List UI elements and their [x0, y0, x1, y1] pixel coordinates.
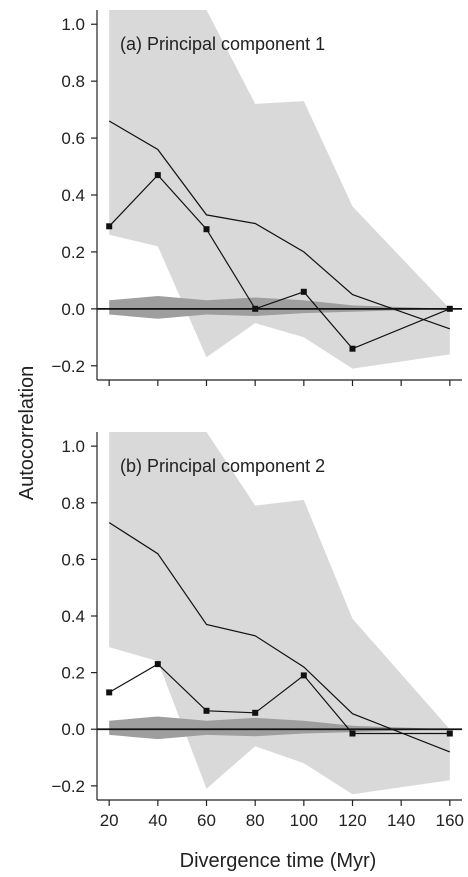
y-tick-label: 0.2: [61, 243, 85, 262]
y-tick-label: −0.2: [51, 357, 85, 376]
panel-title: (a) Principal component 1: [120, 34, 325, 54]
x-tick-label: 120: [338, 811, 366, 830]
data-point-marker: [349, 730, 356, 737]
y-tick-label: 0.2: [61, 664, 85, 683]
y-tick-label: 0.4: [61, 607, 85, 626]
data-point-marker: [106, 223, 113, 230]
panel-a: −0.2 0.0 0.2 0.4 0.6 0.8 1.0 (a) Principal comp…: [51, 10, 462, 386]
data-point-marker: [106, 689, 113, 696]
data-point-marker: [203, 226, 210, 233]
x-tick-label: 140: [387, 811, 415, 830]
data-point-marker: [446, 730, 453, 737]
y-tick-label: 0.4: [61, 186, 85, 205]
null-envelope-dark: [109, 716, 450, 740]
y-tick-label: 0.0: [61, 720, 85, 739]
y-tick-label: 0.8: [61, 494, 85, 513]
x-tick-label: 160: [436, 811, 464, 830]
y-tick-label: −0.2: [51, 777, 85, 796]
data-point-marker: [252, 709, 259, 716]
confidence-band-light: [109, 10, 450, 369]
x-tick-label: 20: [100, 811, 119, 830]
y-tick-label: 0.8: [61, 72, 85, 91]
y-tick-label: 1.0: [61, 15, 85, 34]
data-point-marker: [154, 172, 161, 179]
upper-estimate-line: [108, 120, 450, 330]
x-tick-label: 60: [197, 811, 216, 830]
confidence-band-light: [109, 432, 450, 795]
y-tick-label: 0.0: [61, 300, 85, 319]
y-axis-label: Autocorrelation: [16, 366, 38, 501]
y-tick-label: 0.6: [61, 129, 85, 148]
data-point-marker: [203, 707, 210, 714]
data-point-marker: [349, 345, 356, 352]
data-point-marker: [300, 288, 307, 295]
y-tick-label: 1.0: [61, 437, 85, 456]
null-envelope-dark: [109, 296, 450, 319]
data-point-marker: [252, 305, 259, 312]
panels: −0.2 0.0 0.2 0.4 0.6 0.8 1.0 (a) Principal comp…: [51, 10, 464, 830]
x-tick-label: 80: [246, 811, 265, 830]
data-point-marker: [154, 661, 161, 668]
x-axis-label: Divergence time (Myr): [180, 850, 377, 872]
x-tick-label: 40: [148, 811, 167, 830]
data-point-marker: [300, 672, 307, 679]
data-point-marker: [446, 305, 453, 312]
panel-title: (b) Principal component 2: [120, 456, 325, 476]
x-tick-label: 100: [290, 811, 318, 830]
panel-b: −0.2 0.0 0.2 0.4 0.6 0.8 1.0 20 40 60 80 100 120 140 1…: [51, 432, 464, 830]
y-tick-label: 0.6: [61, 550, 85, 569]
upper-estimate-line: [108, 522, 451, 753]
